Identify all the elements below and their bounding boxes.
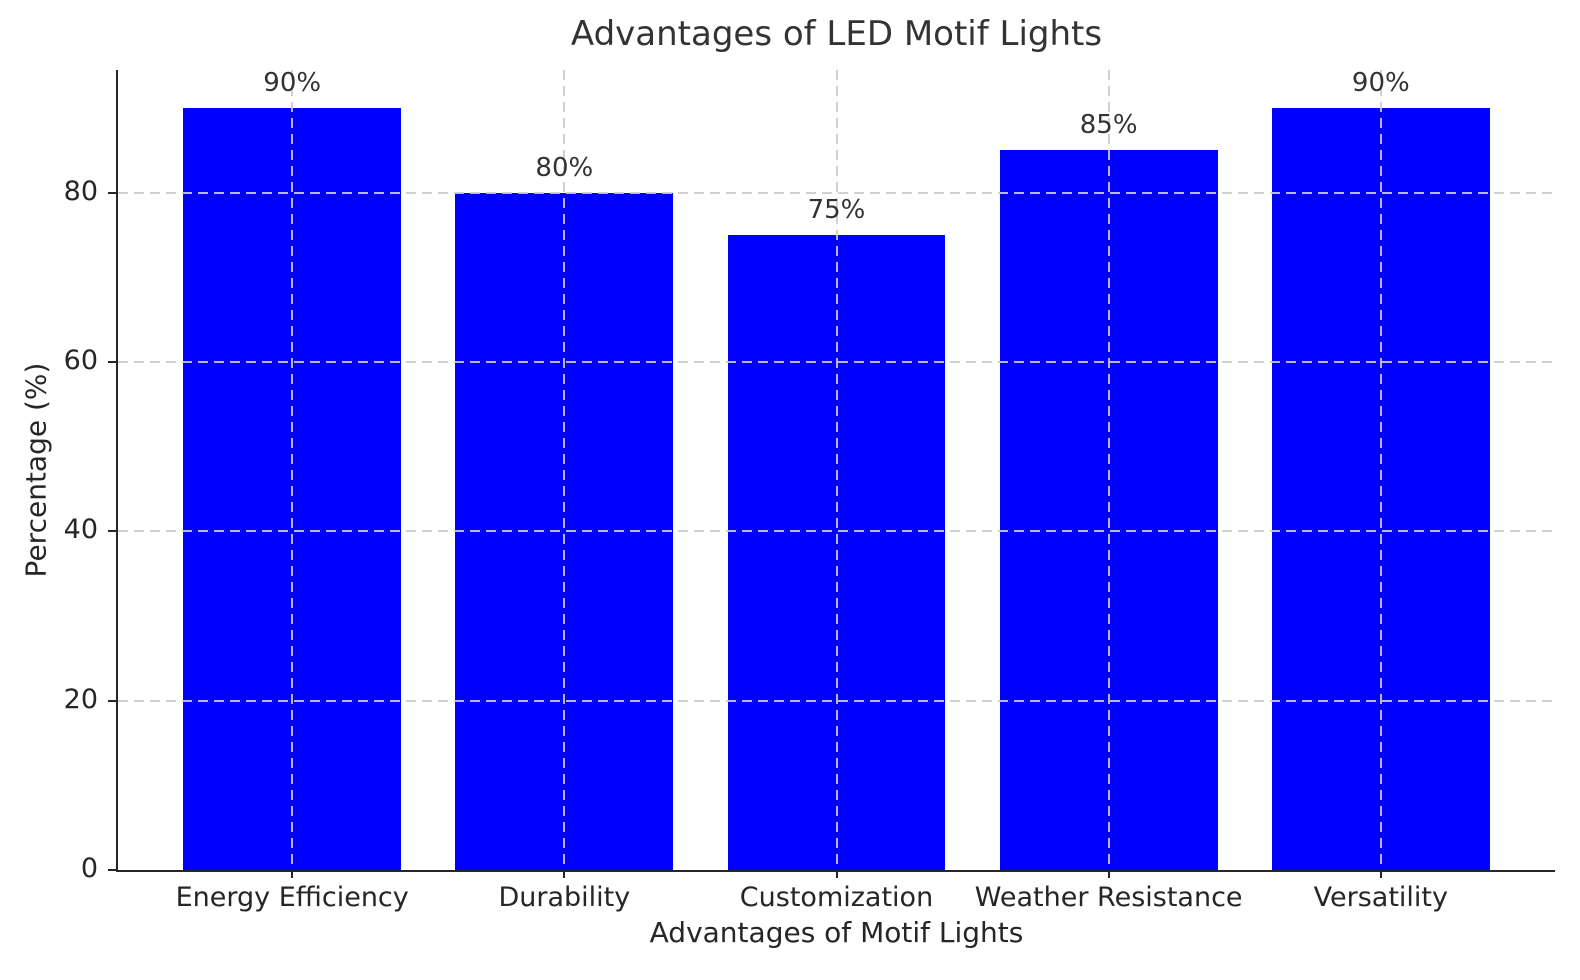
- y-tick-mark-80: [108, 191, 116, 194]
- y-tick-mark-60: [108, 361, 116, 364]
- y-tick-label-80: 80: [63, 175, 98, 207]
- y-tick-mark-20: [108, 699, 116, 702]
- x-tick-label-customization: Customization: [739, 882, 934, 913]
- x-tick-label-versatility: Versatility: [1313, 882, 1448, 913]
- y-tick-label-60: 60: [63, 345, 98, 377]
- bar-value-label-customization: 75%: [807, 195, 866, 226]
- x-tick-mark-energy-efficiency: [291, 870, 294, 878]
- v-gridline-weather-resistance: [1107, 70, 1110, 870]
- x-tick-mark-durability: [563, 870, 566, 878]
- chart-title: Advantages of LED Motif Lights: [570, 14, 1103, 54]
- y-tick-label-20: 20: [63, 683, 98, 715]
- x-axis-label: Advantages of Motif Lights: [649, 916, 1024, 949]
- y-tick-label-40: 40: [63, 514, 98, 546]
- y-tick-mark-40: [108, 530, 116, 533]
- v-gridline-durability: [563, 70, 566, 870]
- v-gridline-energy-efficiency: [291, 70, 294, 870]
- v-gridline-customization: [835, 70, 838, 870]
- bar-value-label-energy-efficiency: 90%: [263, 68, 322, 99]
- x-tick-mark-weather-resistance: [1107, 870, 1110, 878]
- bar-value-label-weather-resistance: 85%: [1079, 110, 1138, 141]
- x-tick-mark-versatility: [1379, 870, 1382, 878]
- x-axis-spine: [116, 870, 1555, 872]
- bar-value-label-durability: 80%: [535, 152, 594, 183]
- x-tick-mark-customization: [835, 870, 838, 878]
- x-tick-label-energy-efficiency: Energy Efficiency: [175, 882, 409, 913]
- y-tick-label-0: 0: [80, 853, 98, 884]
- y-axis-spine: [116, 70, 118, 872]
- x-tick-label-weather-resistance: Weather Resistance: [974, 882, 1243, 913]
- bar-value-label-versatility: 90%: [1351, 68, 1410, 99]
- v-gridline-versatility: [1379, 70, 1382, 870]
- plot-area: 90% 80% 75% 85% 90%: [116, 68, 1555, 872]
- x-tick-label-durability: Durability: [498, 882, 631, 913]
- y-tick-mark-0: [108, 869, 116, 871]
